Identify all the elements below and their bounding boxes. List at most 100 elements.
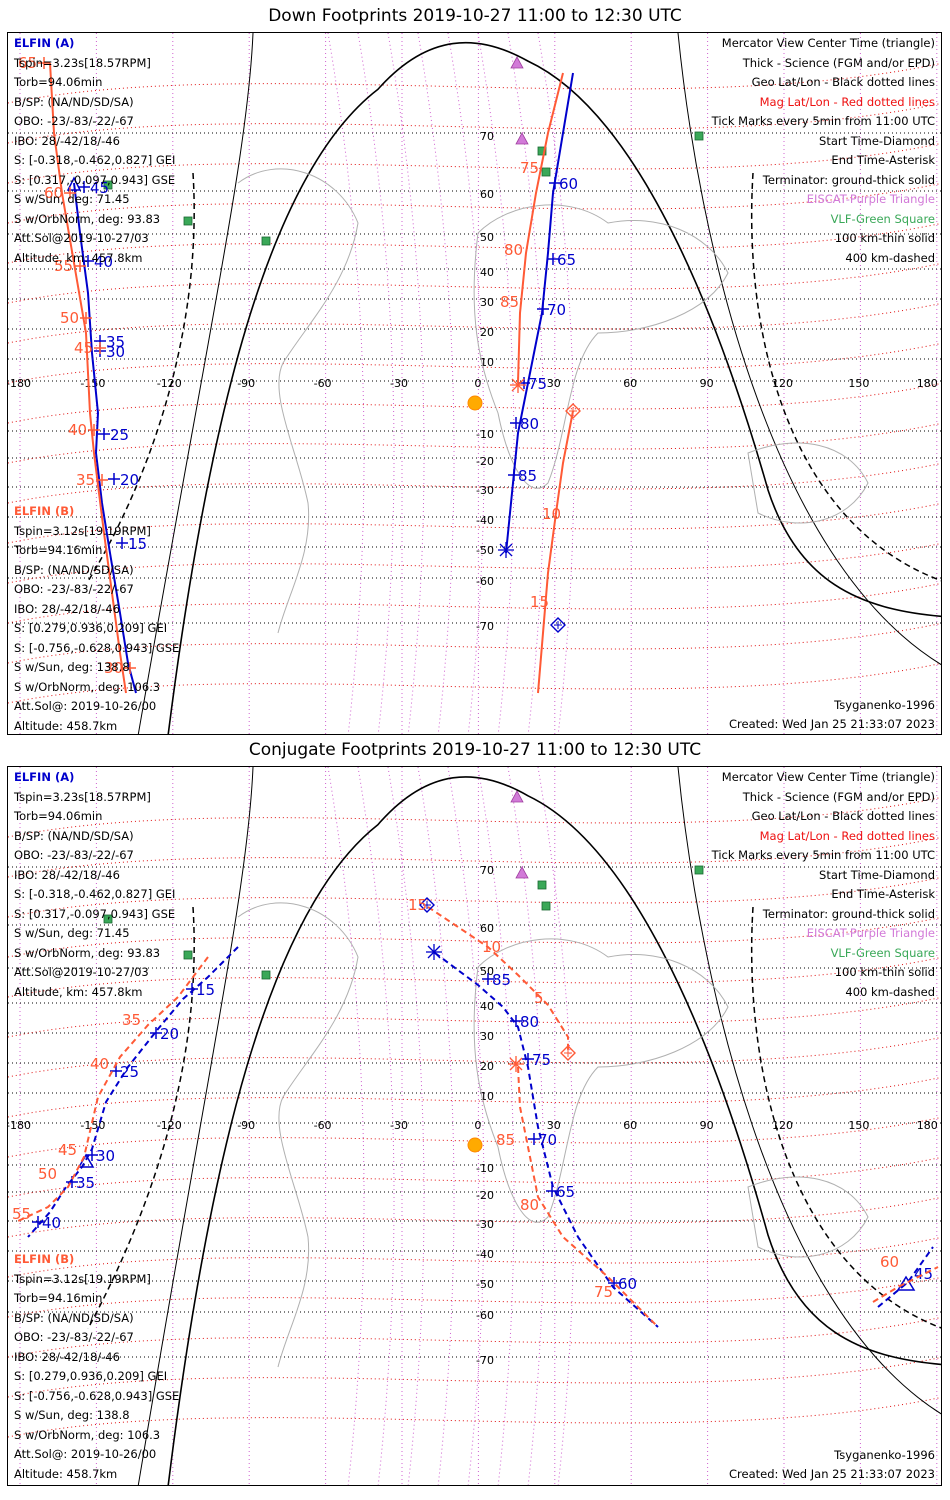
elfin-a-time-label: 45 <box>914 1265 933 1283</box>
vlf-square-icon <box>261 970 271 980</box>
terminator-100km-line <box>677 767 941 1415</box>
continent-outline-australia <box>747 442 869 524</box>
continent-outline-americas <box>237 168 359 634</box>
mag-longitude-curve <box>417 33 455 734</box>
info-line: Altitude: 458.7km <box>14 1466 118 1481</box>
legend-start: Start Time-Diamond <box>819 133 935 148</box>
elfin-b-time-label: 60 <box>880 1253 899 1271</box>
vlf-square-icon <box>537 146 547 156</box>
model-label: Tsyganenko-1996 <box>834 1448 935 1462</box>
elfin-b-time-label: 85 <box>500 293 519 311</box>
mag-longitude-curve <box>417 767 455 1485</box>
panel-title-conjugate: Conjugate Footprints 2019-10-27 11:00 to… <box>248 740 702 760</box>
legend-terminator: Terminator: ground-thick solid <box>762 172 935 187</box>
info-line: Tspin=3.23s[18.57RPM] <box>14 55 151 70</box>
elfin-a-time-label: 25 <box>120 1063 139 1081</box>
info-line: B/SP: (NA/ND/SD/SA) <box>14 828 134 843</box>
terminator-ground-line <box>167 776 941 1485</box>
elfin-a-end-asterisk-icon <box>499 543 513 557</box>
longitude-tick-label: 0 <box>474 1119 481 1132</box>
longitude-tick-label: 30 <box>547 1119 561 1132</box>
elfin-a-time-label: 85 <box>518 467 537 485</box>
info-line: S: [-0.756,-0.628,0.943] GSE <box>14 1388 180 1403</box>
info-line: OBO: -23/-83/-22/-67 <box>14 1330 134 1344</box>
elfin-b-time-label: 10 <box>482 938 501 956</box>
mag-longitude-curve <box>357 33 395 734</box>
info-line: Altitude: 458.7km <box>14 718 118 733</box>
elfin-b-end-asterisk-icon <box>511 378 525 392</box>
elfin-b-end-asterisk-icon <box>509 1057 523 1071</box>
latitude-tick-label: 30 <box>480 296 494 309</box>
info-line: S: [0.279,0.936,0.209] GEI <box>14 1369 168 1383</box>
legend-100km: 100 km-thin solid <box>834 231 935 245</box>
elfin-b-time-label: 35 <box>122 1011 141 1029</box>
legend-geo-grid: Geo Lat/Lon - Black dotted lines <box>751 809 935 823</box>
elfin-b-time-label: 80 <box>520 1196 539 1214</box>
latitude-tick-label: -70 <box>476 620 494 633</box>
info-line: Altitude, km: 457.8km <box>14 250 143 265</box>
info-line: Tspin=3.12s[19.19RPM] <box>14 1271 151 1286</box>
latitude-tick-label: 60 <box>480 922 494 935</box>
continent-outline-eurasia-africa <box>473 938 729 1223</box>
longitude-tick-label: 0 <box>474 377 481 390</box>
latitude-tick-label: 30 <box>480 1030 494 1043</box>
elfin-b-start-diamond-icon <box>560 1045 576 1061</box>
longitude-tick-label: -90 <box>237 377 255 390</box>
elfin-a-start-diamond-icon <box>419 897 435 913</box>
terminator-100km-line <box>137 33 254 734</box>
longitude-tick-label: 90 <box>700 1119 714 1132</box>
mag-latitude-curve <box>8 1076 941 1118</box>
info-line: B/SP: (NA/ND/SD/SA) <box>14 562 134 577</box>
legend-100km: 100 km-thin solid <box>834 965 935 979</box>
elfin-b-time-label: 75 <box>594 1283 613 1301</box>
latitude-tick-label: 20 <box>480 1060 494 1073</box>
elfin-a-time-label: 20 <box>120 471 139 489</box>
map-legend: Mercator View Center Time (triangle) Thi… <box>712 34 935 268</box>
latitude-tick-label: 10 <box>480 1090 494 1103</box>
terminator-100km-line <box>677 33 941 666</box>
mag-longitude-curve <box>507 33 545 734</box>
longitude-tick-label: 150 <box>848 377 869 390</box>
elfin-a-time-label: 70 <box>547 301 566 319</box>
longitude-tick-label: 90 <box>700 377 714 390</box>
latitude-tick-label: -30 <box>476 1218 494 1231</box>
info-line: Torb=94.06min <box>14 809 103 823</box>
elfin-b-label: ELFIN (B) <box>14 504 75 518</box>
info-line: S w/Sun, deg: 71.45 <box>14 926 130 940</box>
elfin-b-time-label: 55 <box>12 1205 31 1223</box>
elfin-a-view-triangle-icon <box>66 176 82 191</box>
legend-science: Thick - Science (FGM and/or EPD) <box>742 789 935 804</box>
elfin-a-time-label: 20 <box>160 1025 179 1043</box>
elfin-b-start-diamond-icon <box>565 403 581 419</box>
latitude-tick-label: -40 <box>476 514 494 527</box>
latitude-tick-label: -10 <box>476 1162 494 1175</box>
mag-longitude-curve <box>327 33 365 734</box>
legend-terminator: Terminator: ground-thick solid <box>762 906 935 921</box>
legend-end: End Time-Asterisk <box>831 153 935 167</box>
elfin-b-time-label: 50 <box>38 1165 57 1183</box>
latitude-tick-label: 20 <box>480 326 494 339</box>
latitude-tick-label: 40 <box>480 1000 494 1013</box>
mag-longitude-curve <box>327 767 365 1485</box>
info-line: S w/OrbNorm, deg: 93.83 <box>14 945 161 960</box>
vlf-square-icon <box>103 914 113 924</box>
continent-outline-australia <box>747 1176 869 1258</box>
info-line: S: [0.279,0.936,0.209] GEI <box>14 621 168 635</box>
info-line: IBO: 28/-42/18/-46 <box>14 133 120 148</box>
info-line: S w/Sun, deg: 71.45 <box>14 192 130 206</box>
legend-geo-grid: Geo Lat/Lon - Black dotted lines <box>751 75 935 89</box>
vlf-square-icon <box>694 865 704 875</box>
latitude-tick-label: -20 <box>476 455 494 468</box>
elfin-b-track-west <box>49 62 127 694</box>
info-line: Tspin=3.23s[18.57RPM] <box>14 789 151 804</box>
legend-center-time: Mercator View Center Time (triangle) <box>721 770 935 784</box>
info-line: S w/OrbNorm, deg: 106.3 <box>14 679 161 694</box>
terminator-400km-line <box>87 172 195 582</box>
legend-eiscat: EISCAT-Purple Triangle <box>806 192 935 206</box>
elfin-a-time-label: 15 <box>128 535 147 553</box>
mag-latitude-curve <box>8 462 941 504</box>
longitude-tick-label: 150 <box>848 1119 869 1132</box>
vlf-square-icon <box>261 236 271 246</box>
mag-longitude-curve <box>387 33 425 734</box>
info-line: Torb=94.16min <box>14 1291 103 1305</box>
